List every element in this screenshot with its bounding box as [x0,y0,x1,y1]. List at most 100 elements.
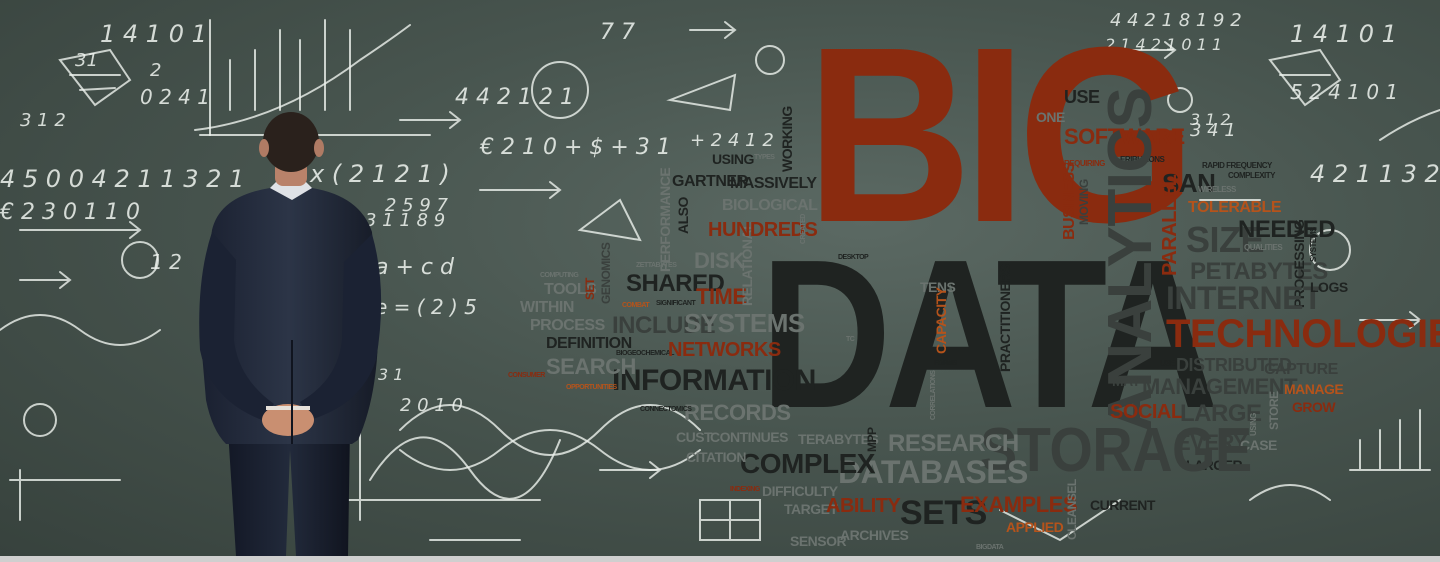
word-san: SAN [1162,168,1216,198]
chalk-mark: x ( 2 1 2 1 ) [310,160,450,188]
word-records: RECORDS [684,400,791,425]
chalk-mark: e = ( 2 ) 5 [375,295,477,319]
word-types: TYPES [754,154,775,161]
chalk-mark: a + c d [375,255,454,280]
chalk-mark: 1 4 1 0 1 [100,20,207,48]
word-systems: SYSTEMS [684,308,805,338]
word-sets: SETS [900,494,987,532]
word-using: USING [712,151,754,167]
chalk-mark: 3 1 2 [20,110,66,131]
word-qualities: QUALITIES [1244,243,1283,252]
chalk-mark: 3 1 2 [1190,110,1231,129]
word-terabytes: TERABYTES [798,431,879,447]
word-case: CASE [1240,437,1277,453]
bottom-border [0,556,1440,562]
word-biogeochemical: BIOGEOCHEMICAL [616,350,674,357]
chalk-mark: 31 [75,50,98,71]
word-logs: LOGS [1310,279,1348,295]
word-time: TIME [696,284,747,309]
word-gartner: GARTNER [672,173,748,190]
chalk-mark: 2 5 9 7 [385,195,448,216]
chalk-mark: 7 7 [600,20,635,45]
word-include: INCLUDE [612,312,716,339]
chalk-mark: 4 5 0 0 4 2 1 1 3 2 1 [0,165,245,193]
word-applied: APPLIED [1006,519,1064,535]
chalk-mark: 2 0 1 0 [400,395,463,416]
chalk-mark: 4 4 2 1 8 1 9 2 [1110,10,1242,31]
word-distributed: DISTRIBUTED [1176,355,1292,375]
word-difficulty: DIFFICULTY [762,483,838,499]
word-complex: COMPLEX [740,448,875,479]
word-continues: CONTINUES [710,429,788,445]
word-desktop: DESKTOP [838,254,869,261]
word-tools: TOOLS [544,281,597,298]
word-disk: DISK [694,248,745,273]
word-search: SEARCH [546,354,636,379]
word-wireless: WIRELESS [1198,185,1236,194]
chalk-mark: 3 1 [378,365,404,384]
word-tc: TC [846,336,855,343]
word-forms: FORMS [934,360,957,367]
word-ability: ABILITY [826,495,901,517]
word-used: USED [1160,359,1181,368]
word-software: SOFTWARE [1064,124,1185,149]
word-eributions: ERIBUTIONS [1120,155,1165,164]
word-hundreds: HUNDREDS [708,219,818,241]
chalk-mark: € 2 1 0 + $ + 3 1 [480,135,671,160]
word-consumer: CONSUMER [508,372,545,379]
chalk-mark: 1 2 [150,250,182,274]
word-requiring: REQUIRING [1064,159,1105,168]
word-databases: DATABASES [838,454,1028,490]
word-complexity: COMPLEXITY [1228,171,1276,180]
chalk-mark: 2 [150,60,162,81]
word-networks: NETWORKS [668,339,781,361]
word-combat: COMBAT [622,302,650,309]
word-examples: EXAMPLES [960,492,1078,517]
word-grow: GROW [1292,399,1336,415]
chalk-mark: 0 2 4 1 [140,85,210,109]
word-storage: STORAGE [980,416,1252,485]
chalk-mark: 4 2 1 1 3 2 [1310,160,1440,188]
word-biological: BIOLOGICAL [722,197,818,214]
word-internet: INTERNET [1166,280,1323,316]
word-indexing: INDEXING [730,486,760,493]
word-information: INFORMATION [612,364,816,397]
word-large: LARGE [1180,400,1262,427]
word-sensor: SENSOR [790,533,847,549]
word-significant: SIGNIFICANT [656,300,696,307]
word-massively: MASSIVELY [730,175,817,192]
word-every: EVERY [1176,430,1248,455]
word-shared: SHARED [626,270,725,297]
chalk-mark: + 2 4 1 2 [690,130,774,151]
word-technologies: TECHNOLOGIES [1166,312,1440,356]
word-larger: LARGER [1186,457,1243,473]
chalk-mark: 2 1 4 2 1 0 1 1 [1105,35,1223,54]
word-management: MANAGEMENT [1142,374,1298,399]
word-within: WITHIN [520,299,574,316]
word-needed: NEEDED [1238,216,1336,243]
word-social: SOCIAL [1110,401,1183,423]
chalk-mark: 4 4 2 1 2 1 [455,85,574,110]
chalk-mark: 4 4 1 [1140,125,1181,144]
chalk-mark: 5 2 4 1 0 1 [1290,80,1399,104]
chalk-mark: 1 4 1 0 1 [1290,20,1397,48]
word-tolerable: TOLERABLE [1188,199,1281,216]
word-research: RESEARCH [888,430,1019,457]
word-zettabytes: ZETTABYTES [636,262,677,269]
word-target: TARGET [784,501,838,517]
word-computing: COMPUTING [540,272,579,279]
title-data: DATA [760,215,1219,452]
chalk-mark: € 2 3 0 1 1 0 [0,200,140,225]
word-may: MAY [1112,373,1141,389]
word-citation: CITATION [686,449,747,465]
title-big: BIG [806,0,1197,274]
word-tens: TENS [920,279,956,295]
word-bigdata: BIGDATA [976,544,1004,551]
word-definition: DEFINITION [546,335,632,352]
word-connectomics: CONNECTOMICS [640,406,692,413]
word-opportunities: OPPORTUNITIES [566,384,617,391]
word-size: SIZE [1186,219,1265,260]
chalk-mark: 3 1 1 8 9 [365,210,446,231]
